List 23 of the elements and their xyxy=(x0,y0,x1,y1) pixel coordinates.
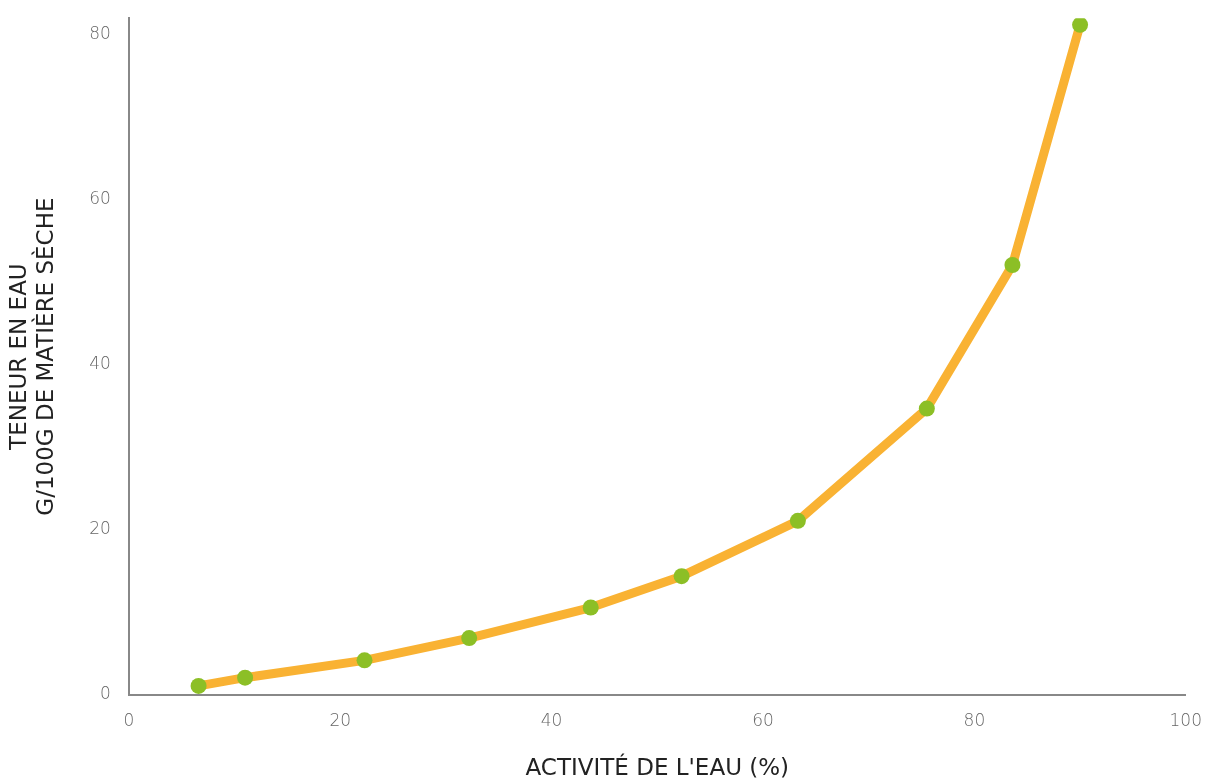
point xyxy=(190,677,207,694)
x-tick-label: 100 xyxy=(1169,709,1202,730)
x-tick-label: 40 xyxy=(540,709,563,730)
point xyxy=(582,599,599,616)
y-tick-label: 60 xyxy=(89,188,111,209)
point xyxy=(1004,256,1021,273)
y-tick-label: 0 xyxy=(100,683,111,704)
x-tick-label: 80 xyxy=(963,709,986,730)
x-axis-title: ACTIVITÉ DE L'EAU (%) xyxy=(525,753,790,781)
point xyxy=(673,568,690,585)
y-tick-label: 20 xyxy=(89,518,111,539)
point xyxy=(237,669,254,686)
x-tick-label: 0 xyxy=(123,709,135,730)
point xyxy=(461,630,478,647)
point xyxy=(918,400,935,417)
x-tick-label: 20 xyxy=(329,709,352,730)
y-tick-label: 40 xyxy=(89,353,111,374)
point xyxy=(789,512,806,529)
point xyxy=(1072,18,1089,33)
y-tick-label: 80 xyxy=(89,23,111,44)
point xyxy=(356,652,373,669)
x-tick-label: 60 xyxy=(752,709,774,730)
y-axis-title: TENEUR EN EAU G/100G DE MATIÈRE SÈCHE xyxy=(4,197,59,516)
